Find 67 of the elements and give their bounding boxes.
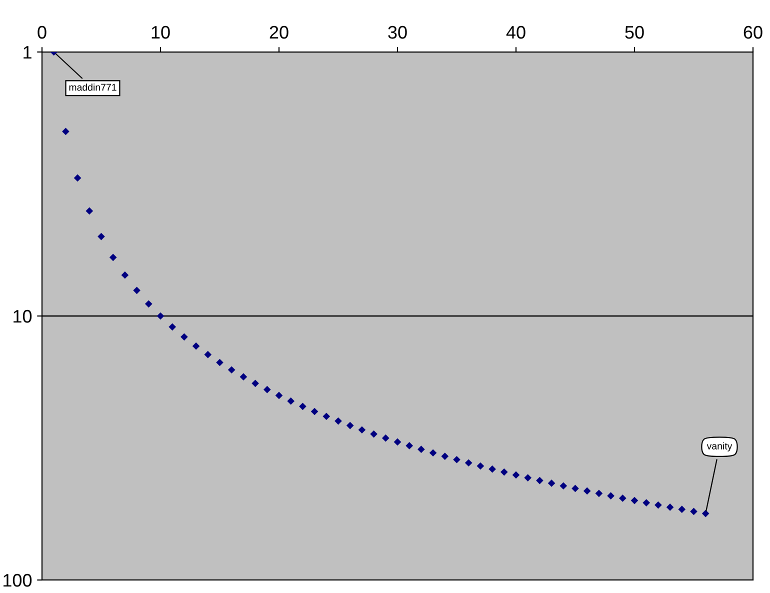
x-tick-label: 30 — [388, 26, 407, 39]
point — [192, 342, 200, 350]
point — [618, 494, 626, 502]
point — [144, 300, 152, 308]
x-tick-label: 10 — [152, 26, 170, 39]
point — [228, 366, 236, 374]
point — [252, 380, 259, 388]
point — [654, 501, 662, 509]
point — [690, 508, 698, 516]
point — [358, 426, 366, 434]
point — [204, 350, 212, 358]
point — [180, 333, 188, 341]
point — [334, 417, 342, 425]
point — [109, 254, 117, 262]
point — [322, 412, 330, 420]
point — [62, 128, 70, 136]
point — [595, 490, 603, 498]
point — [418, 446, 425, 454]
x-tick-label: 50 — [625, 26, 644, 39]
point — [263, 386, 271, 394]
point — [121, 271, 129, 279]
point — [394, 438, 402, 446]
point — [642, 499, 650, 506]
point — [536, 476, 544, 484]
x-tick-label: 20 — [270, 26, 288, 39]
point — [86, 207, 94, 215]
point — [572, 484, 579, 492]
point — [287, 397, 295, 405]
point — [310, 408, 318, 416]
point — [156, 312, 164, 320]
point — [548, 480, 556, 487]
annotation: vanity — [706, 442, 732, 452]
point — [216, 358, 224, 366]
point — [500, 468, 508, 476]
point — [133, 286, 140, 294]
point — [476, 462, 484, 470]
point — [168, 323, 176, 331]
point — [560, 482, 568, 490]
point — [512, 471, 520, 479]
point — [453, 456, 460, 464]
point — [630, 496, 638, 504]
point — [74, 174, 82, 182]
x-tick-label: 0 — [38, 26, 46, 39]
point — [464, 459, 472, 467]
point — [240, 373, 248, 381]
y-tick-label: 10 — [14, 310, 32, 323]
point — [299, 402, 306, 410]
x-tick-label: 40 — [506, 26, 526, 39]
point — [607, 492, 614, 500]
point — [678, 506, 686, 514]
point — [275, 392, 283, 400]
x-tick-label: 60 — [744, 26, 762, 39]
point — [98, 232, 105, 240]
point — [666, 504, 674, 511]
point — [429, 449, 437, 457]
point — [441, 452, 449, 460]
point — [583, 487, 591, 495]
point — [406, 442, 414, 450]
point — [382, 434, 390, 442]
annotation: maddin771 — [69, 84, 116, 91]
y-tick-label: 100 — [4, 574, 32, 587]
point — [346, 422, 354, 430]
point — [524, 474, 532, 482]
point — [702, 510, 710, 518]
y-tick-label: 1 — [24, 46, 32, 59]
point — [370, 430, 378, 438]
point — [488, 465, 496, 473]
